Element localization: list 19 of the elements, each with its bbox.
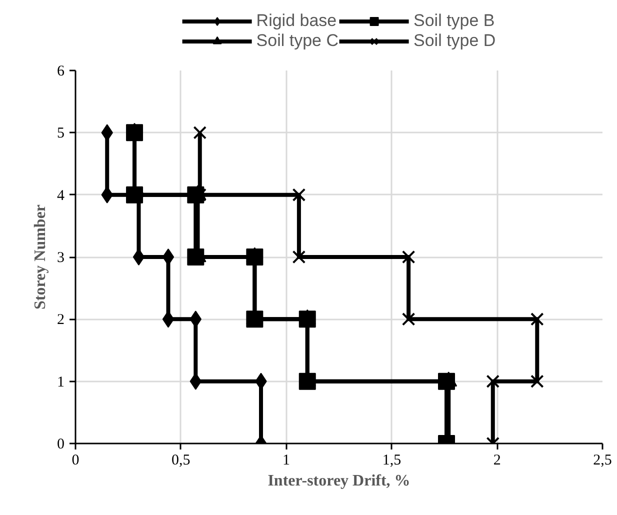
x-axis-title: Inter-storey Drift, %: [268, 472, 410, 490]
legend-label: Rigid base: [256, 11, 337, 31]
y-tick-label: 2: [57, 312, 64, 328]
y-tick-label: 5: [57, 126, 64, 142]
x-tick-label: 2,5: [593, 452, 612, 468]
y-tick-label: 1: [57, 374, 64, 390]
legend-label: Soil type D: [414, 31, 496, 51]
y-tick-label: 0: [57, 436, 64, 452]
legend-label: Soil type B: [414, 11, 495, 31]
x-tick-label: 0,5: [172, 452, 190, 468]
x-tick-label: 2: [493, 452, 501, 468]
x-tick-label: 1: [282, 452, 290, 468]
x-tick-label: 0: [72, 452, 80, 468]
y-tick-label: 3: [57, 250, 64, 266]
legend-label: Soil type C: [256, 31, 338, 51]
x-tick-label: 1,5: [382, 452, 402, 468]
y-tick-label: 6: [57, 64, 65, 80]
y-tick-label: 4: [57, 188, 65, 204]
y-axis-title: Storey Number: [32, 204, 49, 310]
